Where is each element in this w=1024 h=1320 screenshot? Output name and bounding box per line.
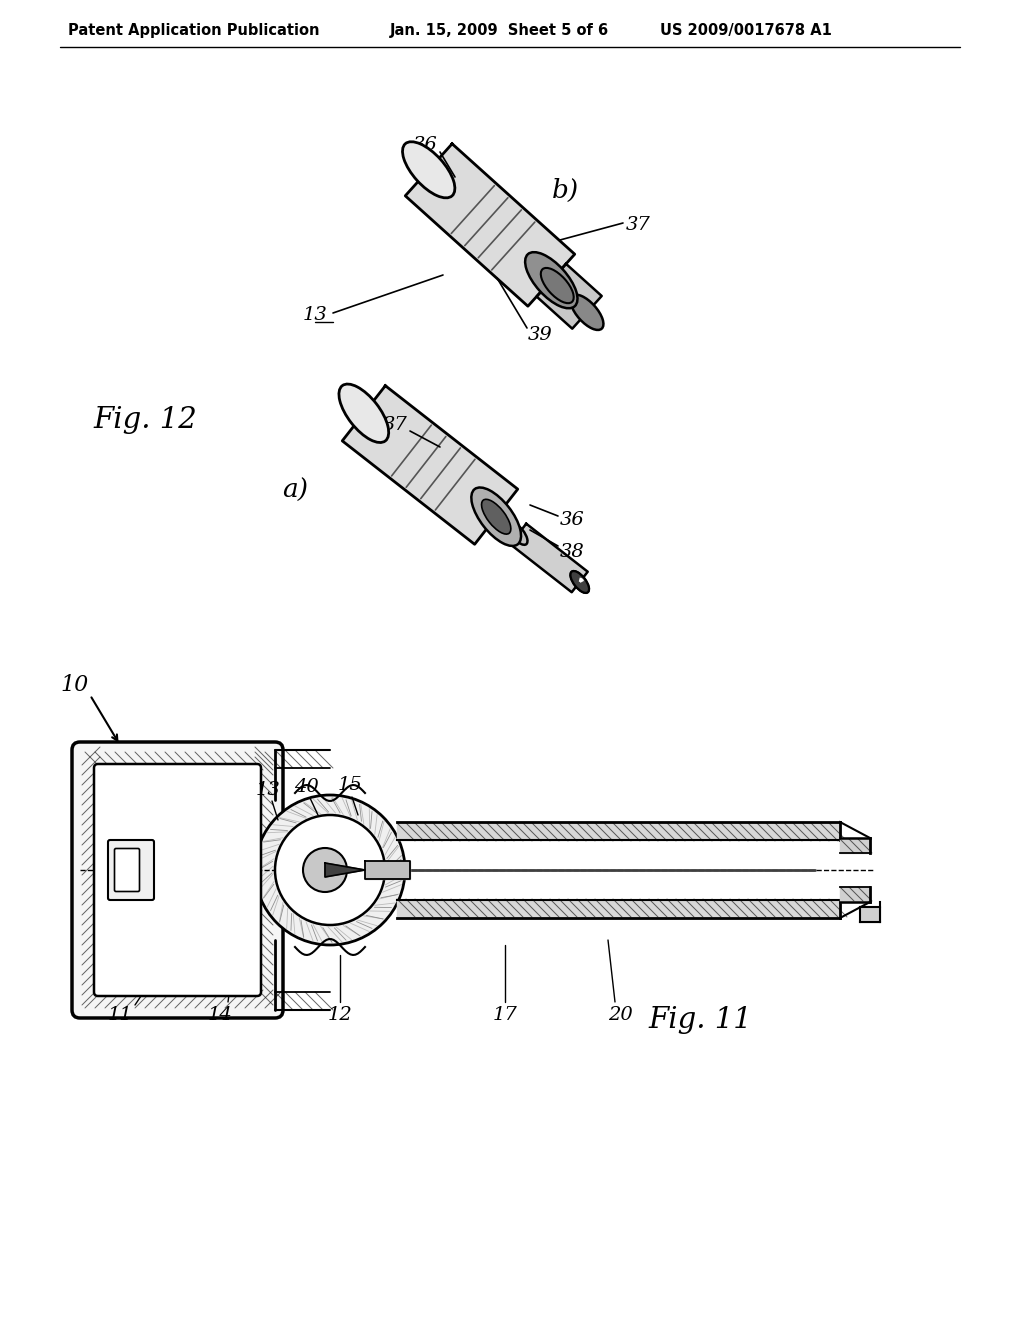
Ellipse shape [525,252,578,309]
Polygon shape [406,144,574,306]
Polygon shape [342,385,518,544]
Polygon shape [840,838,870,853]
Text: 14: 14 [208,1006,232,1024]
Ellipse shape [402,141,455,198]
Text: b): b) [552,177,579,202]
Polygon shape [860,907,880,921]
Text: 37: 37 [626,216,650,234]
Ellipse shape [541,268,573,304]
Text: US 2009/0017678 A1: US 2009/0017678 A1 [660,22,831,37]
Polygon shape [397,822,840,840]
Text: Fig. 11: Fig. 11 [648,1006,752,1034]
Text: 12: 12 [328,1006,352,1024]
Circle shape [255,795,406,945]
Text: 13: 13 [256,781,281,799]
Text: 15: 15 [338,776,362,795]
Circle shape [303,847,347,892]
Text: 36: 36 [413,136,437,154]
Ellipse shape [570,294,603,330]
Text: 37: 37 [383,416,408,434]
Ellipse shape [481,499,511,535]
Text: 38: 38 [560,543,585,561]
Polygon shape [537,264,602,329]
Ellipse shape [509,523,527,545]
Text: 20: 20 [607,1006,633,1024]
Text: 39: 39 [527,326,552,345]
Text: 10: 10 [60,675,89,696]
Polygon shape [840,887,870,902]
Polygon shape [275,750,330,768]
Text: 17: 17 [493,1006,517,1024]
Text: a): a) [282,478,308,503]
Text: Fig. 12: Fig. 12 [93,407,197,434]
Text: 40: 40 [294,777,318,796]
Polygon shape [397,900,840,917]
FancyBboxPatch shape [115,849,139,891]
Polygon shape [275,993,330,1010]
Ellipse shape [471,487,521,546]
Ellipse shape [570,572,589,593]
Text: Jan. 15, 2009  Sheet 5 of 6: Jan. 15, 2009 Sheet 5 of 6 [390,22,609,37]
Text: Patent Application Publication: Patent Application Publication [68,22,319,37]
Polygon shape [365,861,410,879]
Text: 13: 13 [303,306,328,323]
Text: 11: 11 [108,1006,132,1024]
Ellipse shape [339,384,389,442]
FancyBboxPatch shape [108,840,154,900]
FancyBboxPatch shape [72,742,283,1018]
Ellipse shape [570,572,589,593]
Polygon shape [325,863,365,876]
Circle shape [275,814,385,925]
Text: 36: 36 [560,511,585,529]
FancyBboxPatch shape [94,764,261,997]
Polygon shape [510,524,588,593]
